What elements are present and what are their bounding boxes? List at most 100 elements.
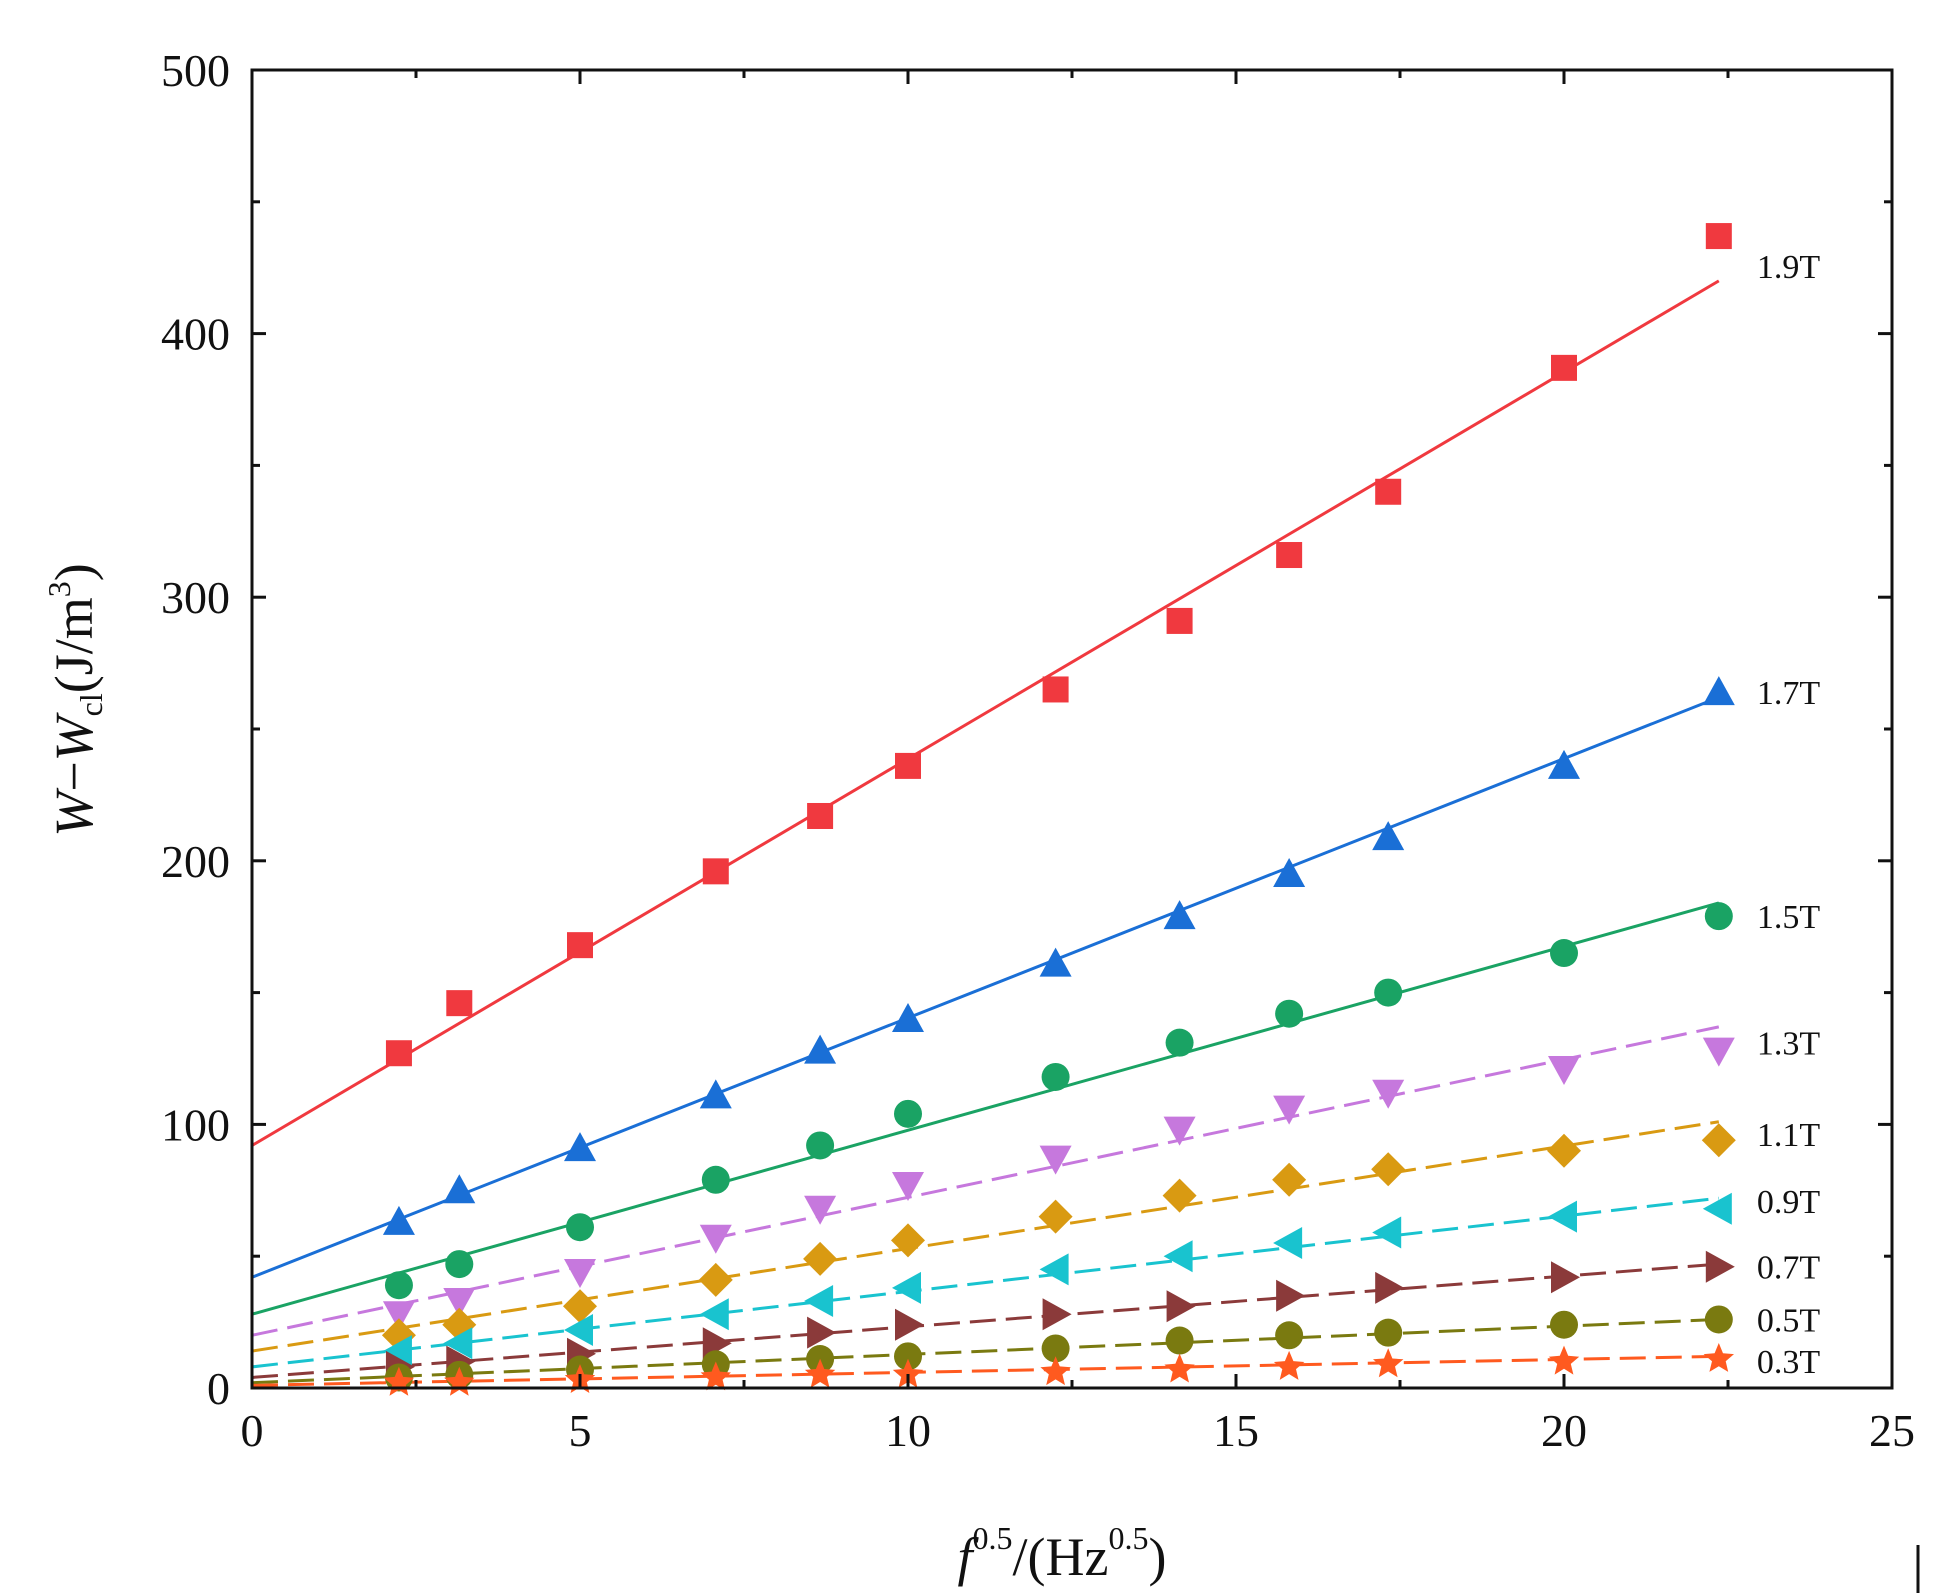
data-point-1-1t (1038, 1199, 1073, 1234)
data-point-0-9t (1039, 1253, 1069, 1286)
data-point-1-5t (566, 1213, 594, 1242)
data-point-1-9t (1166, 607, 1193, 634)
data-point-1-7t (382, 1205, 415, 1235)
data-point-1-3t (1548, 1056, 1580, 1086)
data-point-0-9t (1702, 1192, 1732, 1225)
y-tick-label: 100 (161, 1099, 230, 1150)
data-point-1-7t (443, 1174, 476, 1204)
x-tick-label: 20 (1541, 1405, 1587, 1456)
data-point-1-5t (806, 1131, 835, 1160)
data-point-1-7t (1163, 900, 1196, 930)
data-point-0-9t (804, 1285, 834, 1318)
y-tick-label: 0 (207, 1363, 230, 1414)
data-point-1-3t (892, 1172, 924, 1202)
data-point-1-1t (803, 1241, 838, 1276)
data-point-1-7t (892, 1002, 924, 1032)
data-point-1-9t (1551, 354, 1577, 381)
data-point-1-9t (446, 990, 473, 1017)
x-tick-label: 15 (1213, 1405, 1259, 1456)
data-point-0-9t (1163, 1240, 1193, 1273)
fit-line-0-7t (251, 1262, 1719, 1379)
data-point-0-3t (1164, 1353, 1195, 1383)
data-point-0-3t (892, 1358, 924, 1388)
data-point-0-5t (1550, 1310, 1578, 1339)
data-point-1-7t (1273, 857, 1306, 887)
data-point-0-7t (1705, 1250, 1735, 1283)
data-point-1-9t (807, 802, 834, 829)
x-tick-label: 10 (885, 1405, 931, 1456)
y-tick-label: 500 (161, 45, 230, 96)
data-point-1-9t (567, 932, 593, 959)
data-point-0-9t (382, 1335, 412, 1368)
series-label-0-3t: 0.3T (1757, 1344, 1821, 1381)
data-point-1-7t (1039, 947, 1072, 977)
data-point-0-3t (1273, 1350, 1305, 1380)
data-point-0-3t (700, 1361, 731, 1391)
data-point-0-5t (894, 1342, 922, 1371)
fit-line-1-9t (251, 279, 1720, 1147)
data-point-1-5t (1704, 902, 1733, 931)
fit-line-1-3t (251, 1025, 1720, 1337)
data-point-1-9t (895, 752, 921, 779)
data-point-0-9t (1273, 1227, 1303, 1260)
data-point-1-9t (385, 1040, 412, 1067)
data-point-1-9t (702, 858, 729, 885)
data-point-1-7t (564, 1132, 596, 1162)
fit-line-1-1t (251, 1120, 1720, 1353)
data-point-1-3t (564, 1259, 596, 1289)
data-point-1-5t (445, 1250, 474, 1279)
data-point-0-9t (892, 1271, 921, 1304)
x-tick-label: 5 (569, 1405, 592, 1456)
data-point-1-5t (1275, 999, 1304, 1028)
data-point-0-5t (1275, 1321, 1304, 1350)
data-point-1-7t (1702, 676, 1735, 706)
fit-line-0-3t (251, 1354, 1719, 1387)
x-tick-label: 25 (1869, 1405, 1915, 1456)
fit-line-0-9t (251, 1196, 1719, 1369)
data-point-1-3t (1372, 1079, 1405, 1109)
data-point-0-5t (1704, 1305, 1733, 1334)
data-point-0-5t (1374, 1318, 1403, 1347)
data-point-1-9t (1276, 542, 1303, 569)
data-point-0-3t (1373, 1348, 1404, 1378)
data-point-1-1t (1272, 1162, 1307, 1197)
data-point-1-3t (1273, 1095, 1306, 1125)
data-point-1-9t (1375, 478, 1402, 505)
series-label-1-3t: 1.3T (1757, 1026, 1821, 1063)
series-label-1-7t: 1.7T (1757, 675, 1821, 712)
data-point-0-5t (1041, 1334, 1070, 1363)
data-point-1-1t (563, 1289, 597, 1324)
data-point-0-7t (807, 1316, 837, 1349)
data-point-1-7t (699, 1079, 732, 1109)
data-point-0-7t (1551, 1261, 1580, 1294)
data-point-1-1t (1162, 1178, 1197, 1213)
data-point-0-7t (1375, 1271, 1405, 1304)
data-point-0-3t (1548, 1345, 1580, 1375)
data-point-0-3t (804, 1358, 836, 1388)
data-point-1-5t (1550, 939, 1578, 968)
data-point-0-3t (1703, 1343, 1734, 1372)
data-point-1-5t (1374, 978, 1403, 1007)
series-label-0-7t: 0.7T (1757, 1250, 1821, 1287)
y-axis-title: W−Wcl(J/m3) (41, 563, 109, 837)
series-label-1-1t: 1.1T (1757, 1117, 1821, 1154)
data-point-1-7t (1372, 821, 1405, 851)
fit-line-1-7t (251, 695, 1720, 1279)
data-point-1-1t (1371, 1152, 1406, 1187)
y-tick-label: 400 (161, 309, 230, 360)
data-point-0-7t (1276, 1279, 1306, 1312)
data-point-1-5t (384, 1271, 413, 1300)
series-label-0-9t: 0.9T (1757, 1184, 1821, 1221)
data-point-0-7t (1042, 1298, 1072, 1331)
data-point-1-3t (382, 1301, 415, 1331)
data-point-1-5t (701, 1165, 730, 1194)
data-point-1-1t (698, 1262, 733, 1297)
data-point-1-1t (891, 1223, 925, 1258)
data-point-1-3t (443, 1288, 476, 1318)
data-point-1-7t (804, 1034, 837, 1064)
series-label-0-5t: 0.5T (1757, 1302, 1821, 1339)
data-point-0-9t (699, 1298, 729, 1331)
data-point-0-7t (702, 1327, 732, 1360)
series-label-1-9t: 1.9T (1757, 249, 1821, 286)
